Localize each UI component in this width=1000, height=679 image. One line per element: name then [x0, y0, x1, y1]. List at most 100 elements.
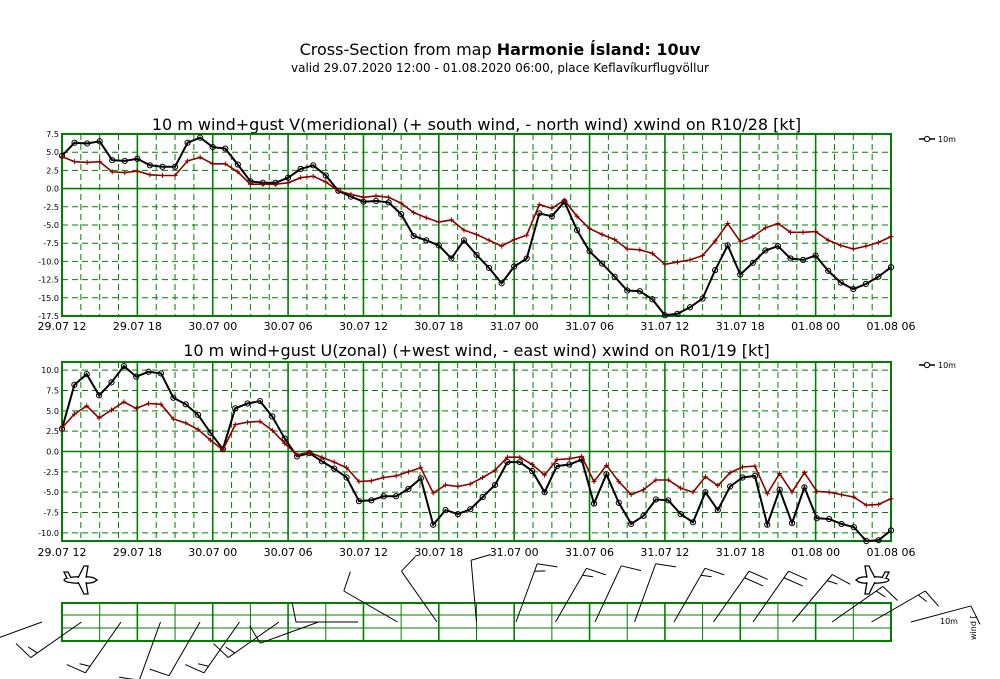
- wind-barb: [401, 556, 438, 623]
- wind-point: [423, 237, 430, 244]
- wind-point: [536, 210, 543, 217]
- wind-point: [702, 489, 709, 496]
- barb-feather: [655, 563, 676, 568]
- gust-point: [210, 161, 216, 167]
- y-tick-label: 0.0: [46, 185, 59, 194]
- barb-staff: [139, 621, 161, 679]
- wind-point: [751, 472, 758, 480]
- wind-point: [714, 506, 721, 514]
- chart-panel-1: 10 m wind+gust V(meridional) (+ south wi…: [38, 115, 957, 333]
- wind-point: [297, 165, 304, 173]
- barb-feather: [401, 556, 416, 572]
- y-tick-label: -17.5: [38, 312, 59, 321]
- barb-staff: [831, 586, 884, 623]
- gust-point: [616, 479, 622, 485]
- wind-point: [611, 273, 618, 280]
- wind-barb: [713, 570, 768, 623]
- gust-point: [653, 477, 659, 483]
- x-tick-label: 01.08 06: [867, 320, 916, 333]
- barb-feather: [875, 590, 886, 598]
- wind-point: [269, 413, 276, 420]
- wind-point: [234, 161, 241, 168]
- gust-point: [331, 459, 337, 465]
- y-tick-label: -15.0: [38, 294, 59, 303]
- plot-frame: [61, 133, 892, 317]
- plot-frame: [61, 361, 892, 542]
- gust-point: [725, 221, 731, 227]
- y-tick-label: 2.5: [46, 427, 59, 436]
- gust-point: [715, 483, 721, 489]
- barb-panel: 10m wind [: [0, 554, 981, 679]
- gust-point: [282, 440, 288, 446]
- aircraft-icon: [854, 565, 891, 595]
- wind-series-line: [61, 364, 892, 543]
- barb-staff: [343, 590, 398, 623]
- aircraft-tail: [62, 571, 72, 579]
- x-tick-label: 31.07 00: [490, 546, 539, 559]
- gust-point: [649, 250, 655, 256]
- barb-feather: [15, 643, 32, 658]
- gust-point: [678, 485, 684, 491]
- gust-point: [603, 462, 609, 468]
- wind-point: [553, 463, 561, 470]
- x-tick-label: 29.07 12: [38, 320, 87, 333]
- wind-barb: [673, 567, 725, 623]
- gust-point: [800, 229, 806, 235]
- gust-point: [662, 261, 668, 267]
- wind-point: [764, 521, 771, 528]
- gust-point: [294, 452, 300, 458]
- wind-point: [145, 368, 152, 375]
- barb-staff: [0, 621, 43, 638]
- gust-point: [257, 418, 263, 424]
- gust-point: [665, 477, 671, 483]
- barb-staff: [227, 621, 280, 658]
- y-tick-label: -7.5: [43, 239, 59, 248]
- aircraft-body: [63, 576, 99, 584]
- barb-staff: [260, 621, 319, 644]
- gust-point: [147, 172, 153, 178]
- wind-point: [825, 267, 832, 274]
- gust-point: [310, 173, 316, 179]
- legend-label: 10m: [938, 361, 956, 370]
- wind-point: [523, 255, 530, 262]
- wind-point: [310, 162, 317, 169]
- gust-point: [712, 238, 718, 244]
- gust-point: [220, 447, 226, 453]
- gust-point: [850, 246, 856, 252]
- barb-feather: [970, 605, 981, 625]
- gust-point: [443, 482, 449, 488]
- barb-staff: [871, 590, 926, 623]
- gust-point: [381, 475, 387, 481]
- wind-point: [615, 499, 622, 506]
- x-tick-label: 30.07 06: [264, 320, 313, 333]
- aircraft-body: [854, 576, 890, 584]
- wind-point: [887, 527, 895, 534]
- gust-point: [122, 170, 128, 176]
- gust-point: [84, 403, 90, 409]
- barb-staff: [203, 621, 240, 674]
- y-tick-label: 7.5: [46, 130, 59, 139]
- gust-point: [335, 188, 341, 194]
- x-tick-label: 01.08 06: [867, 546, 916, 559]
- gust-point: [386, 194, 392, 200]
- gust-point: [637, 247, 643, 253]
- gust-point: [492, 467, 498, 473]
- gust-point: [467, 481, 473, 487]
- legend-label: 10m: [938, 135, 956, 144]
- wind-point: [222, 145, 229, 152]
- gust-point: [368, 478, 374, 484]
- chart-panel-2: 10 m wind+gust U(zonal) (+west wind, - e…: [38, 341, 957, 559]
- gust-point: [195, 427, 201, 433]
- wind-series-line: [61, 136, 892, 317]
- wind-point: [83, 371, 90, 378]
- barb-feather: [225, 646, 236, 654]
- y-tick-label: -5.0: [43, 488, 59, 497]
- y-tick-label: -5.0: [43, 221, 59, 230]
- y-tick-label: -10.0: [38, 529, 59, 538]
- barb-frame: [61, 602, 892, 642]
- gust-point: [344, 465, 350, 471]
- barb-staff: [910, 605, 972, 623]
- wind-point: [677, 511, 684, 518]
- gust-point: [423, 215, 429, 221]
- x-tick-label: 30.07 00: [188, 320, 237, 333]
